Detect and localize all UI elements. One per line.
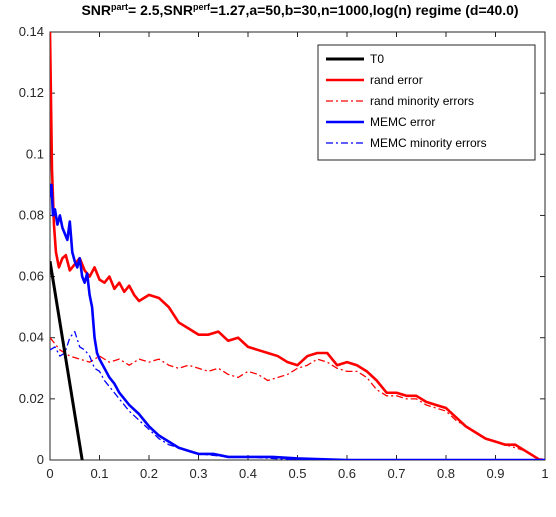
y-tick-label: 0.04 [19, 330, 44, 345]
series-line-t0 [50, 261, 84, 460]
x-tick-label: 0 [46, 466, 53, 481]
legend-label: MEMC minority errors [370, 136, 487, 150]
y-tick-label: 0.12 [19, 85, 44, 100]
plot-area: 0 0.1 0.2 0.3 0.4 0.5 0.6 0.7 0.8 0.9 1 0 0.02 0.04 0.… [19, 24, 549, 481]
y-tick-label: 0.14 [19, 24, 44, 39]
x-tick-label: 1 [541, 466, 548, 481]
x-tick-label: 0.6 [338, 466, 356, 481]
x-tick-label: 0.3 [189, 466, 207, 481]
x-tick-label: 0.1 [90, 466, 108, 481]
legend-label: MEMC error [370, 115, 435, 129]
y-tick-label: 0.02 [19, 391, 44, 406]
chart-title: SNRpart= 2.5,SNRperf=1.27,a=50,b=30,n=10… [81, 2, 518, 18]
legend-label: T0 [370, 52, 384, 66]
legend-box [317, 44, 536, 161]
x-tick-label: 0.5 [288, 466, 306, 481]
x-tick-label: 0.9 [486, 466, 504, 481]
y-tick-label: 0.1 [26, 146, 44, 161]
y-tick-label: 0.06 [19, 269, 44, 284]
x-tick-label: 0.7 [387, 466, 405, 481]
legend-label: rand error [370, 73, 423, 87]
x-tick-label: 0.2 [140, 466, 158, 481]
y-tick-label: 0.08 [19, 207, 44, 222]
y-tick-label: 0 [37, 452, 44, 467]
x-tick-label: 0.8 [437, 466, 455, 481]
series-line-rand-minority-errors [50, 337, 545, 460]
series-line-memc-minority-errors [50, 330, 545, 460]
legend-label: rand minority errors [370, 94, 474, 108]
x-tick-label: 0.4 [239, 466, 257, 481]
